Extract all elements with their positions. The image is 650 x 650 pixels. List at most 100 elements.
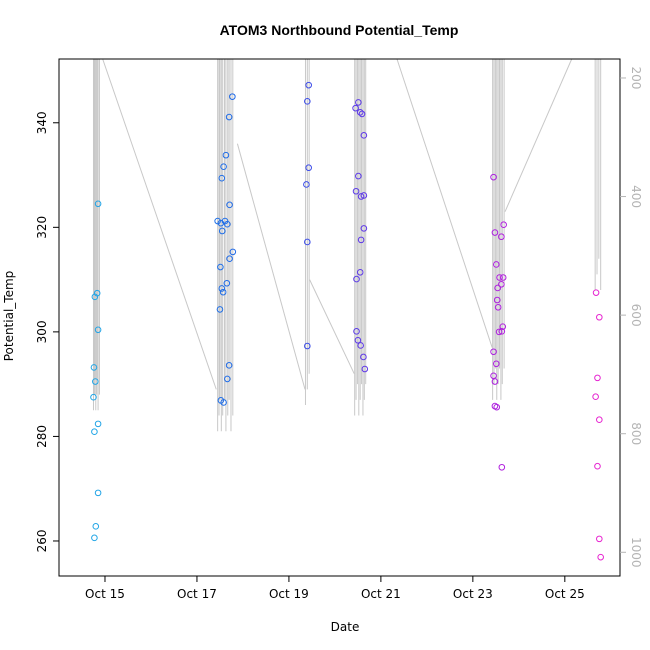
data-point bbox=[498, 281, 505, 288]
data-point bbox=[305, 164, 312, 172]
y2-tick-label: 400 bbox=[629, 185, 643, 208]
y2-tick-label: 600 bbox=[629, 304, 643, 327]
data-point bbox=[217, 263, 224, 271]
y2-tick-label: 800 bbox=[629, 422, 643, 445]
data-point bbox=[216, 306, 224, 313]
data-point bbox=[493, 261, 500, 268]
data-point bbox=[226, 255, 233, 262]
data-point bbox=[357, 236, 365, 244]
data-point bbox=[495, 328, 503, 336]
data-point bbox=[225, 362, 233, 369]
data-points bbox=[90, 81, 604, 561]
data-point bbox=[220, 163, 227, 170]
data-point bbox=[353, 328, 360, 335]
data-point bbox=[498, 328, 506, 335]
data-point bbox=[218, 227, 226, 235]
data-point bbox=[499, 274, 507, 281]
y-axis: 260 280 300 320 340 bbox=[35, 111, 59, 552]
data-point bbox=[229, 93, 236, 100]
data-point bbox=[352, 187, 360, 195]
chart-title: ATOM3 Northbound Potential_Temp bbox=[220, 22, 459, 38]
data-point bbox=[90, 364, 98, 371]
data-point bbox=[218, 174, 226, 182]
y-tick-label: 280 bbox=[35, 425, 49, 448]
data-point bbox=[352, 104, 359, 112]
data-point bbox=[596, 535, 603, 543]
y-tick-label: 340 bbox=[35, 111, 49, 134]
y2-tick-label: 200 bbox=[629, 67, 643, 90]
data-point bbox=[490, 173, 497, 181]
data-point bbox=[303, 181, 310, 188]
data-point bbox=[223, 279, 231, 287]
data-point bbox=[494, 284, 501, 292]
x-axis: Oct 15 Oct 17 Oct 19 Oct 21 Oct 23 Oct 25 bbox=[85, 576, 585, 601]
data-point bbox=[219, 288, 227, 296]
data-point bbox=[92, 523, 100, 530]
data-point bbox=[357, 342, 364, 349]
data-point bbox=[496, 274, 503, 281]
data-point bbox=[592, 393, 599, 400]
data-point bbox=[93, 289, 101, 297]
plot-frame bbox=[58, 58, 621, 577]
y-tick-label: 320 bbox=[35, 216, 49, 239]
data-point bbox=[594, 462, 601, 470]
data-point bbox=[90, 393, 97, 401]
y-axis-label: Potential_Temp bbox=[2, 271, 16, 362]
data-point bbox=[596, 416, 603, 423]
transit-line bbox=[396, 58, 493, 348]
data-point bbox=[91, 534, 98, 542]
x-tick-label: Oct 19 bbox=[269, 587, 309, 601]
x-tick-label: Oct 25 bbox=[545, 587, 585, 601]
x-tick-label: Oct 23 bbox=[453, 587, 493, 601]
data-point bbox=[596, 313, 603, 321]
data-point bbox=[94, 326, 102, 334]
data-point bbox=[356, 268, 364, 276]
data-point bbox=[493, 360, 500, 368]
y-tick-label: 260 bbox=[35, 530, 49, 553]
data-point bbox=[94, 489, 102, 497]
data-point bbox=[358, 110, 366, 118]
data-point bbox=[92, 378, 99, 385]
x-tick-label: Oct 15 bbox=[85, 587, 125, 601]
x-axis-label: Date bbox=[331, 620, 360, 634]
transit-line bbox=[504, 58, 573, 212]
data-point bbox=[225, 113, 233, 121]
data-point bbox=[355, 172, 362, 180]
y2-tick-label: 1000 bbox=[629, 537, 643, 568]
data-point bbox=[304, 98, 311, 105]
profile-lines bbox=[92, 58, 602, 432]
transit-line bbox=[102, 58, 217, 390]
data-point bbox=[360, 132, 368, 139]
data-point bbox=[493, 296, 501, 304]
data-point bbox=[218, 285, 226, 292]
x-tick-label: Oct 21 bbox=[361, 587, 401, 601]
data-point bbox=[226, 201, 233, 209]
data-point bbox=[94, 200, 102, 208]
data-point bbox=[360, 225, 368, 232]
data-point bbox=[498, 463, 506, 471]
data-point bbox=[304, 238, 311, 246]
data-point bbox=[494, 304, 502, 311]
data-point bbox=[94, 420, 102, 428]
secondary-y-axis: 200 400 600 800 1000 bbox=[620, 67, 643, 568]
data-point bbox=[490, 348, 497, 356]
data-point bbox=[592, 289, 600, 296]
y-tick-label: 300 bbox=[35, 320, 49, 343]
data-point bbox=[361, 365, 369, 373]
data-point bbox=[354, 336, 362, 344]
data-point bbox=[594, 374, 601, 382]
data-point bbox=[224, 375, 231, 383]
data-point bbox=[360, 353, 367, 361]
data-point bbox=[355, 99, 362, 106]
data-point bbox=[597, 553, 604, 561]
data-point bbox=[91, 428, 98, 436]
data-point bbox=[498, 233, 505, 241]
data-point bbox=[491, 229, 499, 236]
data-point bbox=[305, 81, 312, 89]
data-point bbox=[360, 192, 368, 199]
transit-line bbox=[236, 143, 306, 390]
data-point bbox=[500, 221, 507, 229]
data-point bbox=[229, 248, 237, 256]
data-point bbox=[493, 403, 501, 411]
